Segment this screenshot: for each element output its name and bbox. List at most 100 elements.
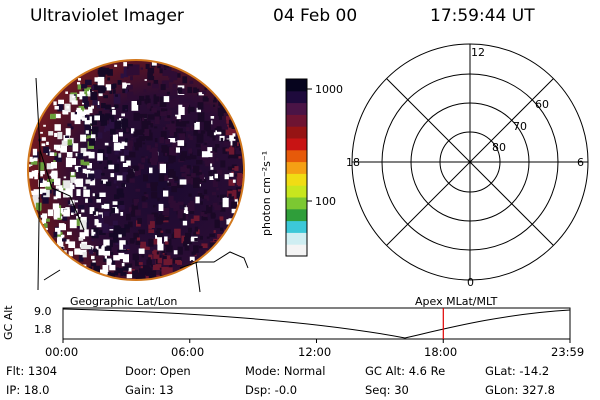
uv-speckle [49, 152, 55, 156]
uv-speckle [197, 191, 200, 193]
uv-speckle [120, 212, 124, 216]
uv-speckle [91, 105, 94, 109]
uv-speckle [114, 152, 119, 155]
uv-speckle [109, 259, 112, 263]
uv-speckle [117, 80, 122, 85]
uv-speckle [231, 164, 237, 169]
uv-speckle [139, 96, 142, 100]
uv-speckle [167, 267, 173, 276]
uv-speckle [58, 187, 64, 192]
uv-speckle [129, 238, 135, 244]
uv-speckle [150, 123, 154, 128]
uv-speckle [103, 115, 110, 121]
uv-speckle [154, 138, 158, 142]
uv-speckle [206, 236, 210, 239]
uv-speckle [98, 110, 103, 115]
uv-speckle [181, 173, 187, 177]
uv-speckle [133, 232, 139, 240]
uv-speckle [172, 89, 177, 95]
uv-speckle [132, 64, 140, 76]
uv-speckle [65, 239, 70, 244]
uv-speckle [207, 130, 214, 137]
uv-speckle [53, 101, 57, 106]
uv-speckle [238, 187, 244, 191]
colorbar-band [286, 126, 307, 139]
uv-speckle [185, 232, 192, 238]
uv-speckle [84, 101, 89, 108]
timeline-ytick-9: 9.0 [34, 305, 52, 318]
uv-speckle [81, 209, 85, 213]
lat-label-70: 70 [513, 120, 527, 133]
uv-speckle [92, 248, 97, 253]
uv-speckle [157, 220, 164, 224]
uv-speckle [162, 66, 170, 76]
uv-speckle [65, 91, 68, 94]
uv-speckle [91, 255, 95, 260]
colorbar-band [286, 244, 307, 257]
uv-speckle [158, 203, 164, 211]
uv-speckle [121, 141, 128, 146]
uv-speckle [77, 204, 85, 209]
uv-speckle [185, 168, 190, 175]
uv-speckle [109, 109, 113, 112]
uv-speckle [149, 221, 155, 228]
uv-speckle [145, 63, 150, 69]
uv-speckle [186, 205, 189, 208]
uv-image [27, 59, 249, 293]
uv-speckle [175, 119, 182, 127]
uv-speckle [97, 149, 105, 155]
uv-speckle [237, 173, 243, 180]
uv-speckle [97, 159, 102, 164]
uv-speckle [215, 144, 220, 148]
uv-speckle [103, 247, 110, 256]
uv-speckle [186, 127, 190, 131]
uv-speckle [124, 138, 128, 143]
polar-plot [351, 43, 589, 281]
uv-speckle [157, 243, 164, 251]
uv-speckle [33, 157, 38, 162]
uv-speckle [160, 131, 167, 140]
uv-speckle [164, 152, 168, 156]
uv-speckle [70, 177, 77, 183]
uv-speckle [184, 236, 191, 245]
uv-speckle [57, 131, 63, 140]
uv-speckle [209, 233, 215, 238]
colorbar-band [286, 138, 307, 151]
status-door: Door: Open [125, 364, 191, 378]
uv-speckle [55, 191, 61, 199]
uv-speckle [177, 210, 183, 219]
uv-speckle [62, 234, 65, 238]
colorbar-band [286, 232, 307, 245]
uv-speckle [173, 98, 179, 106]
uv-speckle [43, 189, 50, 198]
uv-speckle [206, 147, 213, 156]
uv-speckle [171, 186, 177, 193]
uv-speckle [66, 106, 69, 109]
uv-speckle [180, 151, 187, 158]
uv-speckle [161, 266, 169, 276]
disk-limb [27, 59, 245, 281]
uv-speckle [116, 159, 120, 163]
uv-speckle [144, 194, 149, 199]
uv-speckle [122, 82, 127, 89]
colorbar-band [286, 114, 307, 127]
uv-speckle [83, 189, 90, 197]
uv-speckle [168, 159, 174, 164]
uv-speckle [210, 151, 215, 157]
uv-speckle [54, 152, 57, 156]
status-glon: GLon: 327.8 [485, 383, 555, 397]
colorbar-band [286, 197, 307, 210]
uv-speckle [69, 94, 76, 103]
uv-speckle [97, 132, 103, 139]
uv-speckle [214, 240, 217, 242]
uv-speckle [163, 64, 170, 68]
uv-speckle [99, 192, 106, 197]
uv-speckle [151, 83, 159, 89]
uv-speckle [88, 138, 95, 146]
uv-speckle [62, 238, 67, 242]
uv-speckle [121, 113, 125, 117]
uv-speckle [147, 114, 155, 120]
uv-speckle [157, 197, 160, 202]
uv-speckle [82, 117, 87, 121]
uv-speckle [113, 83, 117, 88]
